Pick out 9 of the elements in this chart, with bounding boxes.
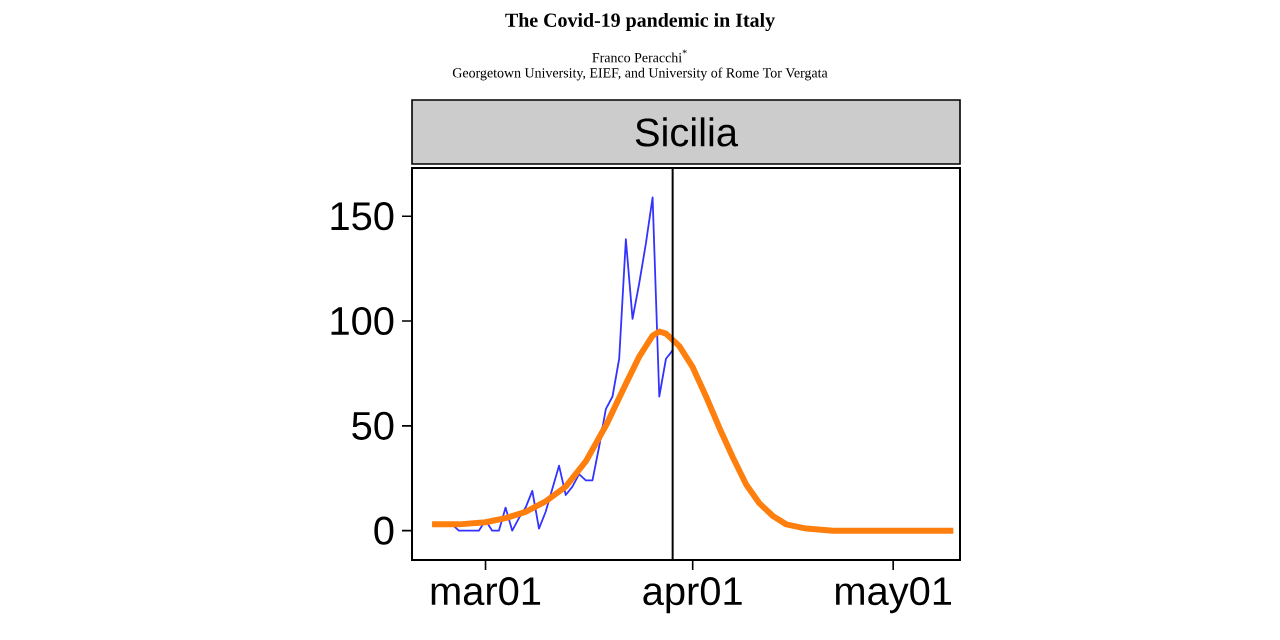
x-tick-label: mar01	[431, 577, 541, 606]
x-tick-label: apr01	[643, 577, 742, 614]
chart-title: The Covid-19 pandemic in Italy	[505, 12, 775, 32]
y-tick-label: 100	[331, 306, 394, 336]
y-tick-label: 0	[374, 516, 394, 545]
y-tick-label: 50	[352, 411, 394, 440]
text: Sicilia	[635, 117, 739, 147]
x-tick-label: may01	[836, 577, 952, 614]
y-tick-label: 150	[331, 202, 394, 231]
